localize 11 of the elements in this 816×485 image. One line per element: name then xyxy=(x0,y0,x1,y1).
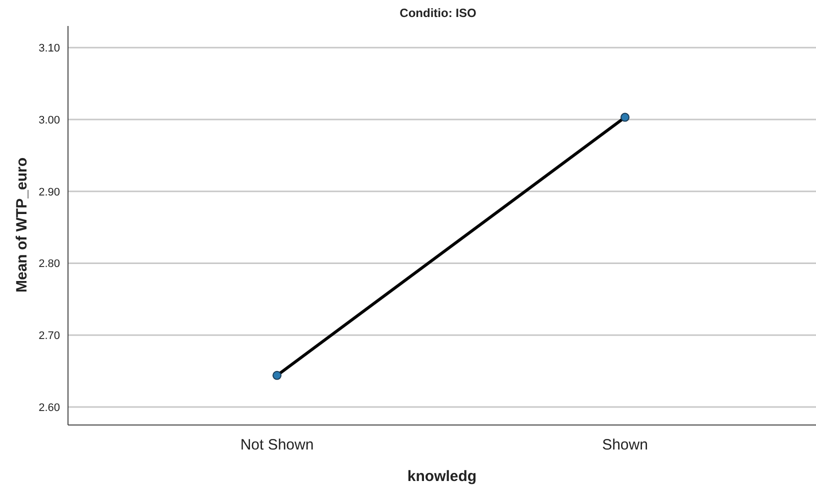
y-tick-label: 3.10 xyxy=(38,42,60,54)
y-tick-label: 2.60 xyxy=(38,402,60,414)
y-tick-label: 2.90 xyxy=(38,186,60,198)
x-tick-label: Not Shown xyxy=(240,436,314,454)
y-tick-label: 2.80 xyxy=(38,258,60,270)
x-axis-title: knowledg xyxy=(407,468,477,485)
chart-title: Conditio: ISO xyxy=(400,6,476,20)
x-tick-label: Shown xyxy=(602,436,648,454)
y-tick-label: 2.70 xyxy=(38,330,60,342)
y-axis-title: Mean of WTP_euro xyxy=(14,157,30,293)
y-tick-label: 3.00 xyxy=(38,114,60,126)
